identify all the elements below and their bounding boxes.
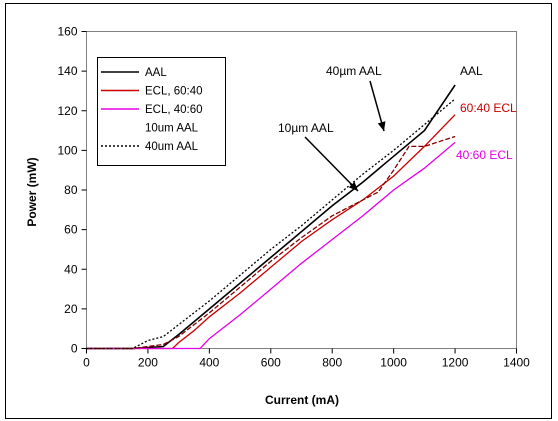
- legend-label-40um-aal: 40um AAL: [145, 141, 199, 153]
- axes: 0 200 400 600 800 1000 1200 1400 0 20 40 60 80 100 120…: [57, 25, 530, 370]
- legend-label-ecl-40-60: ECL, 40:60: [145, 104, 203, 116]
- series-layer: [86, 84, 456, 350]
- legend: AAL ECL, 60:40 ECL, 40:60 10um AAL 40um AAL: [97, 57, 226, 166]
- legend-label-ecl-60-40: ECL, 60:40: [145, 86, 203, 98]
- series-line-10um-aal: [86, 135, 456, 350]
- legend-label-10um-aal: 10um AAL: [145, 123, 199, 135]
- annotation-aal: AAL: [460, 64, 483, 78]
- series-line-ecl-40-60: [86, 141, 456, 350]
- x-tick-label: 1400: [503, 356, 530, 370]
- annotation-40-60-ecl: 40:60 ECL: [456, 148, 513, 162]
- y-tick-label: 120: [57, 104, 77, 118]
- y-tick-label: 40: [64, 262, 78, 276]
- series-line-ecl-60-40: [86, 114, 456, 350]
- y-tick-label: 0: [71, 342, 78, 356]
- x-tick-label: 1200: [442, 356, 469, 370]
- x-tick-label: 600: [261, 356, 281, 370]
- x-tick-label: 800: [322, 356, 342, 370]
- x-axis-title: Current (mA): [265, 393, 339, 407]
- x-tick-label: 400: [199, 356, 219, 370]
- arrow-10um-shaft: [304, 136, 359, 192]
- annotation-60-40-ecl: 60:40 ECL: [460, 101, 517, 115]
- legend-box: [97, 57, 226, 166]
- x-tick-label: 1000: [380, 356, 407, 370]
- x-tick-label: 0: [83, 356, 90, 370]
- y-tick-label: 80: [64, 183, 78, 197]
- y-tick-label: 140: [57, 64, 77, 78]
- y-axis-title: Power (mW): [25, 157, 39, 226]
- x-tick-label: 200: [138, 356, 158, 370]
- series-line-40um-aal: [86, 98, 456, 350]
- annotation-10-m-aal: 10µm AAL: [278, 121, 334, 135]
- annotations: AAL 60:40 ECL 40:60 ECL 40µm AAL 10µm AAL: [278, 64, 517, 192]
- annotation-40-m-aal: 40µm AAL: [326, 64, 382, 78]
- y-tick-label: 20: [64, 302, 78, 316]
- y-tick-label: 60: [64, 223, 78, 237]
- arrow-40um-head: [377, 121, 386, 131]
- y-tick-label: 160: [57, 25, 77, 39]
- y-tick-label: 100: [57, 143, 77, 157]
- arrow-10um-head: [348, 181, 358, 191]
- series-line-aal: [86, 84, 456, 350]
- legend-label-aal: AAL: [145, 67, 167, 79]
